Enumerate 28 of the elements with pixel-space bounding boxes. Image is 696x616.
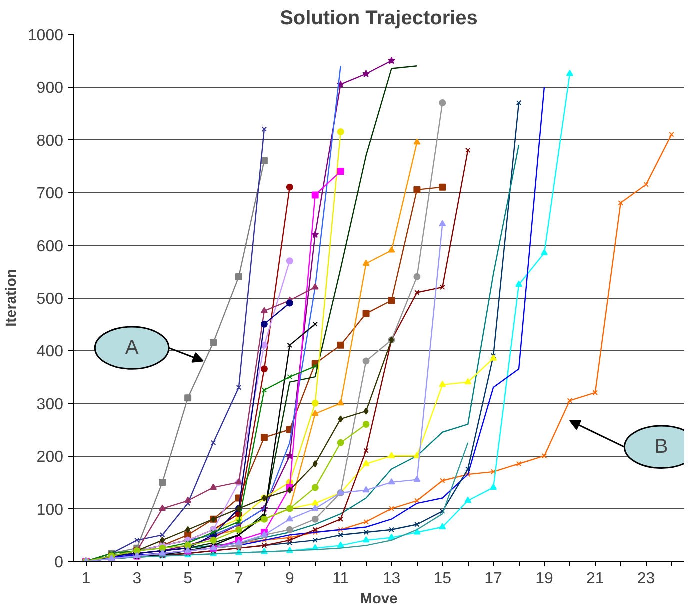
x-tick-label: 11: [332, 570, 350, 588]
x-tick-label: 19: [536, 570, 554, 588]
annotation: A: [125, 337, 140, 360]
annotation: B: [654, 436, 668, 458]
x-tick-label: 21: [586, 570, 604, 588]
y-tick-label: 600: [36, 238, 64, 256]
y-tick-label: 0: [54, 554, 64, 572]
y-tick-label: 400: [36, 344, 64, 361]
y-axis-title: Iteration: [4, 269, 20, 327]
y-tick-label: 900: [36, 80, 64, 98]
y-tick-label: 500: [36, 291, 64, 308]
x-tick-label: 9: [285, 570, 294, 588]
x-tick-label: 15: [434, 570, 452, 588]
y-tick-label: 200: [36, 449, 64, 466]
x-axis-title: Move: [360, 592, 398, 608]
y-tick-label: 1000: [28, 28, 64, 44]
x-tick-label: 3: [132, 570, 142, 588]
y-tick-label: 700: [36, 186, 64, 203]
x-tick-label: 5: [184, 570, 193, 588]
y-tick-label: 100: [36, 502, 64, 519]
y-tick-label: 300: [36, 396, 64, 414]
x-tick-label: 17: [484, 570, 503, 588]
x-tick-label: 23: [637, 570, 656, 588]
chart-title: Solution Trajectories: [280, 8, 478, 30]
x-tick-label: 1: [82, 570, 91, 588]
y-tick-label: 800: [36, 132, 64, 150]
x-tick-label: 7: [234, 570, 244, 588]
x-tick-label: 13: [382, 570, 401, 588]
